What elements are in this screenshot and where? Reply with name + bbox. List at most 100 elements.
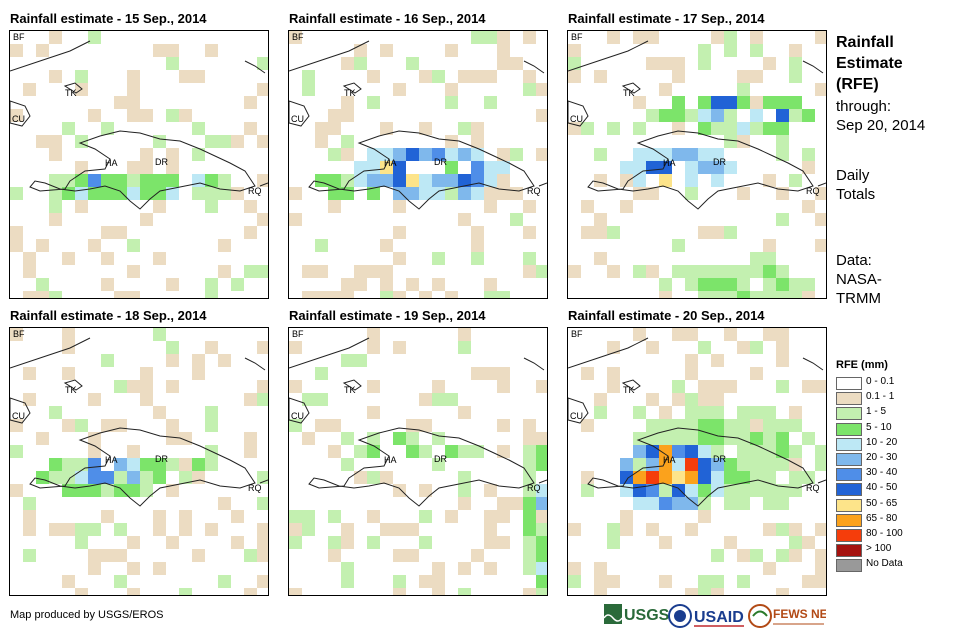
- rain-cell: [140, 380, 153, 393]
- rain-cell: [471, 31, 484, 44]
- rain-cell: [685, 109, 698, 122]
- rain-cell: [62, 575, 75, 588]
- legend-swatch: [836, 498, 862, 512]
- rain-cell: [367, 148, 380, 161]
- rain-cell: [484, 187, 497, 200]
- rain-cell: [776, 328, 789, 341]
- rain-cell: [646, 109, 659, 122]
- rain-cell: [367, 174, 380, 187]
- rain-cell: [432, 380, 445, 393]
- rain-cell: [633, 432, 646, 445]
- rain-cell: [536, 432, 547, 445]
- legend-label: 40 - 50: [866, 482, 898, 494]
- rain-cell: [510, 497, 523, 510]
- rain-cell: [10, 109, 23, 122]
- rain-cell: [789, 406, 802, 419]
- rain-cell: [815, 213, 826, 226]
- rain-cell: [315, 393, 328, 406]
- rain-cell: [231, 510, 244, 523]
- panel-title-4: Rainfall estimate - 18 Sep., 2014: [10, 308, 207, 323]
- rain-cell: [393, 174, 406, 187]
- rain-cell: [127, 471, 140, 484]
- rain-cell: [711, 226, 724, 239]
- rain-cell: [633, 497, 646, 510]
- rain-cell: [646, 148, 659, 161]
- rain-cell: [698, 406, 711, 419]
- rain-cell: [698, 393, 711, 406]
- rain-cell: [140, 109, 153, 122]
- rain-cell: [341, 109, 354, 122]
- rain-cell: [711, 31, 724, 44]
- rain-cell: [737, 278, 750, 291]
- rain-cell: [419, 148, 432, 161]
- rain-cell: [23, 252, 36, 265]
- rainfall-map: [289, 31, 547, 298]
- rain-cell: [244, 393, 257, 406]
- rain-cell: [620, 523, 633, 536]
- rain-cell: [672, 393, 685, 406]
- rain-cell: [153, 187, 166, 200]
- place-label-dr: DR: [713, 157, 726, 167]
- coastline: [259, 479, 268, 484]
- data-line2: NASA-: [836, 271, 882, 288]
- rain-cell: [471, 122, 484, 135]
- rain-cell: [244, 588, 257, 595]
- rain-cell: [607, 226, 620, 239]
- rain-cell: [302, 432, 315, 445]
- rain-cell: [523, 497, 536, 510]
- coastline: [308, 130, 535, 210]
- rain-cell: [789, 109, 802, 122]
- rain-cell: [659, 445, 672, 458]
- rain-cell: [289, 31, 302, 44]
- rain-cell: [750, 458, 763, 471]
- rain-cell: [763, 458, 776, 471]
- rain-cell: [367, 328, 380, 341]
- rain-cell: [672, 70, 685, 83]
- rain-cell: [140, 484, 153, 497]
- coastline: [63, 82, 83, 94]
- legend-label: 0 - 0.1: [866, 376, 895, 387]
- rain-cell: [419, 187, 432, 200]
- rain-cell: [419, 393, 432, 406]
- place-label-dr: DR: [713, 454, 726, 464]
- rain-cell: [393, 252, 406, 265]
- rain-cell: [179, 109, 192, 122]
- rainfall-map: [10, 328, 268, 595]
- panel-title-1: Rainfall estimate - 15 Sep., 2014: [10, 11, 207, 26]
- rain-cell: [484, 31, 497, 44]
- rain-cell: [406, 57, 419, 70]
- daily-line2: Totals: [836, 186, 876, 203]
- rain-cell: [685, 497, 698, 510]
- place-label-ha: HA: [663, 158, 676, 168]
- place-label-dr: DR: [434, 157, 447, 167]
- rain-cell: [484, 278, 497, 291]
- place-label-ha: HA: [384, 158, 397, 168]
- rain-cell: [341, 562, 354, 575]
- rain-cell: [711, 265, 724, 278]
- rain-cell: [445, 445, 458, 458]
- rain-cell: [750, 252, 763, 265]
- rain-cell: [646, 341, 659, 354]
- rain-cell: [406, 445, 419, 458]
- rain-cell: [737, 291, 750, 298]
- panel-title-5: Rainfall estimate - 19 Sep., 2014: [289, 308, 486, 323]
- rain-cell: [568, 57, 581, 70]
- rain-cell: [393, 588, 406, 595]
- rain-cell: [367, 471, 380, 484]
- rain-cell: [763, 419, 776, 432]
- rain-cell: [672, 419, 685, 432]
- rain-cell: [419, 536, 432, 549]
- rain-cell: [36, 135, 49, 148]
- rain-cell: [711, 96, 724, 109]
- rain-cell: [192, 122, 205, 135]
- rain-cell: [763, 484, 776, 497]
- rain-cell: [328, 549, 341, 562]
- rain-cell: [49, 174, 62, 187]
- rain-cell: [127, 291, 140, 298]
- rain-cell: [607, 341, 620, 354]
- rain-cell: [750, 96, 763, 109]
- rain-cell: [711, 393, 724, 406]
- rain-cell: [153, 406, 166, 419]
- coastline: [538, 479, 547, 484]
- rain-cell: [802, 278, 815, 291]
